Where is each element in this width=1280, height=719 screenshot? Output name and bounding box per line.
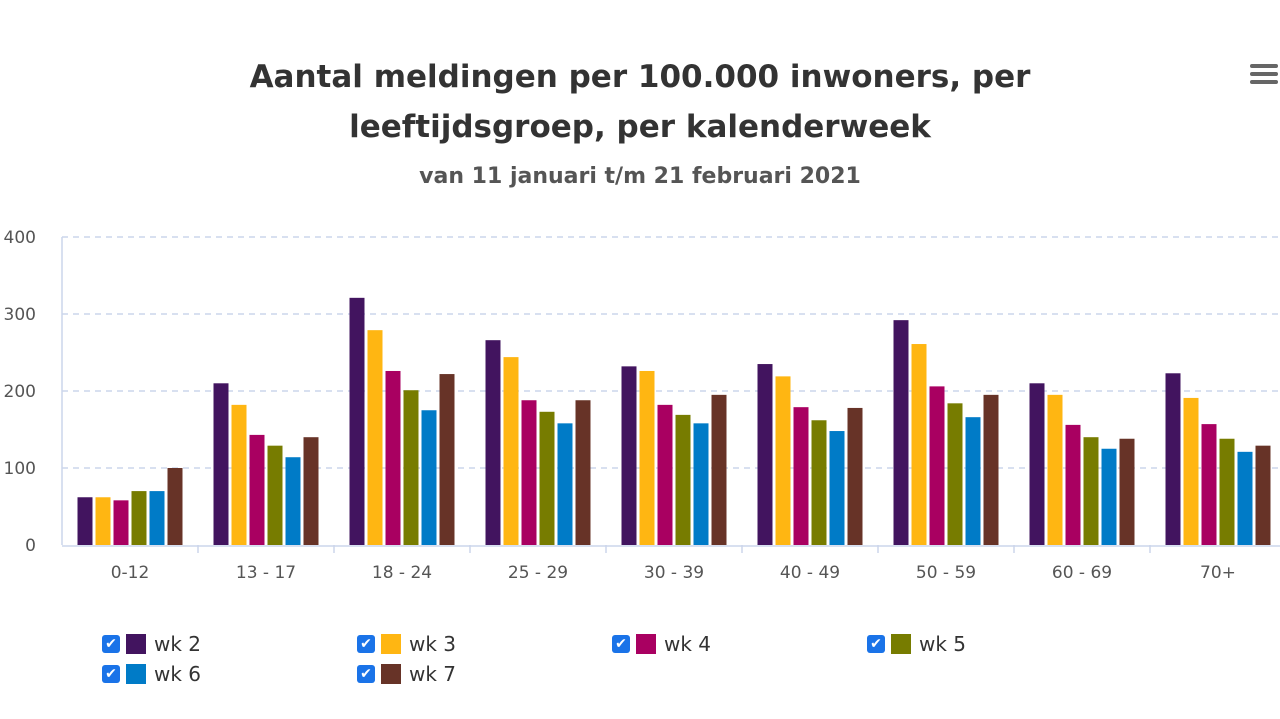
hamburger-menu-icon[interactable] [1250,64,1278,86]
checkbox-checked-icon[interactable]: ✔ [102,665,120,683]
bar [911,344,927,545]
bar [1201,424,1217,545]
legend-item[interactable]: ✔ wk 6 [102,662,201,686]
x-tick-label: 25 - 29 [508,563,568,583]
bar [693,423,709,545]
bar [947,403,963,545]
bar [965,417,981,545]
checkbox-checked-icon[interactable]: ✔ [867,635,885,653]
bar [929,386,945,545]
bar [1029,383,1045,545]
y-tick-label: 300 [4,305,36,325]
bar [439,374,455,545]
bar [113,500,129,545]
checkbox-checked-icon[interactable]: ✔ [612,635,630,653]
legend-item[interactable]: ✔ wk 4 [612,632,711,656]
x-tick-label: 50 - 59 [916,563,976,583]
bar [95,497,111,545]
y-tick-label: 200 [4,382,36,402]
bar [167,468,183,545]
bar [285,457,301,545]
legend-item[interactable]: ✔ wk 5 [867,632,966,656]
bar [1255,445,1271,545]
legend-item[interactable]: ✔ wk 3 [357,632,456,656]
bar [829,431,845,545]
bar [385,370,401,545]
x-tick-label: 70+ [1200,563,1236,583]
y-tick-label: 0 [25,536,36,556]
legend-label: wk 3 [409,632,457,656]
bar [557,423,573,545]
bar [539,411,555,545]
legend-swatch [126,664,146,684]
bar [711,394,727,545]
bar [621,366,637,545]
bar [213,383,229,545]
bar [757,364,773,545]
bar [249,434,265,545]
bar [775,376,791,545]
bar [1101,448,1117,545]
checkbox-checked-icon[interactable]: ✔ [357,665,375,683]
checkbox-checked-icon[interactable]: ✔ [102,635,120,653]
bar [485,340,501,545]
bar [149,491,165,545]
bar [367,330,383,545]
x-tick-label: 18 - 24 [372,563,432,583]
x-tick-label: 30 - 39 [644,563,704,583]
x-tick-label: 60 - 69 [1052,563,1112,583]
x-tick-label: 13 - 17 [236,563,296,583]
bar [811,420,827,545]
bar [893,320,909,545]
legend-swatch [381,664,401,684]
legend-swatch [636,634,656,654]
legend-swatch [891,634,911,654]
bar [503,357,519,545]
x-tick-label: 0-12 [111,563,150,583]
bar [983,394,999,545]
legend-label: wk 2 [154,632,202,656]
chart-subtitle: van 11 januari t/m 21 februari 2021 [419,164,861,189]
legend-swatch [381,634,401,654]
chart-title-line: leeftijdsgroep, per kalenderweek [349,109,931,145]
bar [657,404,673,545]
bar [1165,373,1181,545]
legend-item[interactable]: ✔ wk 2 [102,632,201,656]
bar [231,404,247,545]
x-tick-label: 40 - 49 [780,563,840,583]
bar [675,414,691,545]
legend-label: wk 7 [409,662,457,686]
legend-label: wk 6 [154,662,202,686]
bar [131,491,147,545]
bar [521,400,537,545]
bar [793,407,809,545]
y-tick-label: 100 [4,459,36,479]
bar [1219,438,1235,545]
legend-label: wk 5 [919,632,967,656]
chart-title: Aantal meldingen per 100.000 inwoners, p… [0,52,1280,152]
bar [1065,424,1081,545]
y-tick-label: 400 [4,228,36,248]
bar [575,400,591,545]
bar [1237,451,1253,545]
legend-swatch [126,634,146,654]
chart-title-line: Aantal meldingen per 100.000 inwoners, p… [249,59,1031,95]
bar [403,390,419,545]
legend-item[interactable]: ✔ wk 7 [357,662,456,686]
bar [1047,394,1063,545]
bar [847,407,863,545]
bar [639,370,655,545]
bar [349,297,365,545]
checkbox-checked-icon[interactable]: ✔ [357,635,375,653]
bar [1119,438,1135,545]
bar [1083,437,1099,545]
bar [1183,397,1199,545]
legend-label: wk 4 [664,632,712,656]
bar [267,445,283,545]
bar [303,437,319,545]
bar [77,497,93,545]
bar [421,410,437,545]
